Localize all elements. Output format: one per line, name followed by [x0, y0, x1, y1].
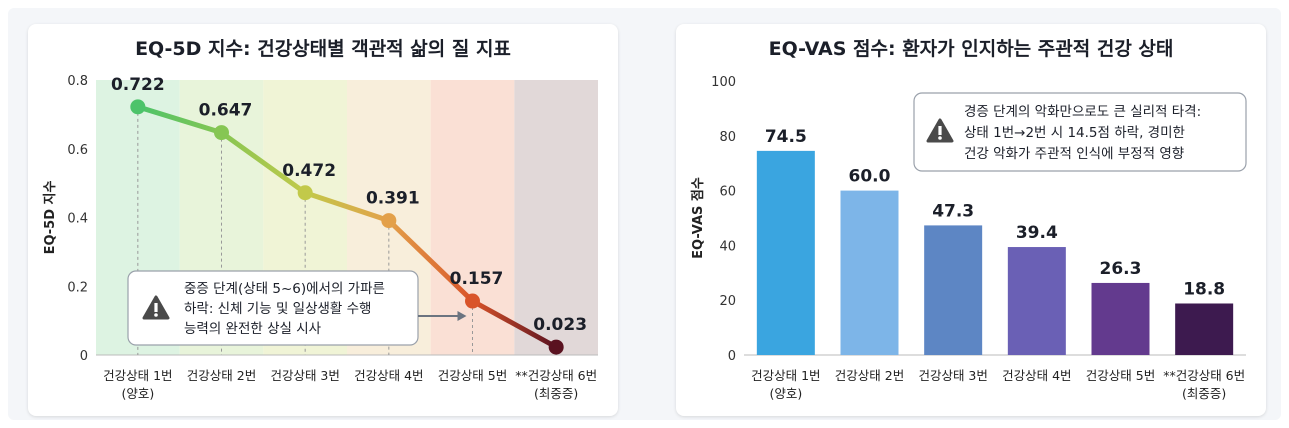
eq5d-data-point [297, 185, 313, 201]
eqvas-annotation-text: 경증 단계의 악화만으로도 큰 실리적 타격: [964, 104, 1201, 120]
eqvas-annotation-callout: 경증 단계의 악화만으로도 큰 실리적 타격: 상태 1번→2번 시 14.5점 … [913, 92, 1247, 172]
warning-icon [926, 118, 954, 143]
eqvas-chart-panel: EQ-VAS 점수: 환자가 인지하는 주관적 건강 상태 0 20 40 60 80 1… [676, 24, 1266, 416]
eqvas-xtick-label: 건강상태 2번 [835, 368, 904, 383]
eqvas-bar [1007, 247, 1066, 355]
eqvas-xtick-label: (최중증) [1182, 386, 1226, 401]
eq5d-annotation-text: 능력의 완전한 상실 시사 [184, 321, 322, 337]
eq5d-annotation-text: 하락: 신체 기능 및 일상생활 수행 [184, 301, 371, 317]
figure-canvas: EQ-5D 지수: 건강상태별 객관적 삶의 질 지표 0 0.2 0.4 0.6 0.… [8, 8, 1281, 420]
eq5d-ytick-label: 0.4 [67, 212, 88, 227]
eqvas-y-axis-label: EQ-VAS 점수 [691, 177, 706, 259]
eqvas-data-label: 18.8 [1183, 279, 1225, 299]
eqvas-bar [840, 190, 899, 355]
eq5d-xtick-label: 건강상태 5번 [438, 368, 507, 383]
warning-icon-dot [154, 313, 158, 317]
eqvas-data-label: 39.4 [1016, 223, 1058, 243]
eqvas-annotation-text: 건강 악화가 주관적 인식에 부정적 영향 [964, 146, 1184, 162]
eqvas-ytick-label: 40 [719, 239, 736, 254]
eqvas-xtick-label: 건강상태 1번 [751, 368, 820, 383]
warning-icon-bar [938, 126, 942, 135]
eqvas-ytick-label: 80 [719, 130, 736, 145]
eq5d-ytick-label: 0.6 [67, 143, 88, 158]
eqvas-xtick-label: 건강상태 4번 [1002, 368, 1071, 383]
eq5d-ytick-label: 0.2 [67, 280, 88, 295]
eqvas-bar [1091, 282, 1150, 355]
eqvas-xtick-label: **건강상태 6번 [1163, 368, 1245, 383]
eq5d-data-label: 0.647 [199, 101, 253, 121]
eqvas-data-label: 60.0 [849, 167, 891, 187]
eq5d-xtick-label: 건강상태 2번 [187, 368, 256, 383]
eqvas-chart-title: EQ-VAS 점수: 환자가 인지하는 주관적 건강 상태 [768, 38, 1174, 60]
eqvas-xtick-label: 건강상태 3번 [918, 368, 987, 383]
eqvas-data-label: 26.3 [1100, 259, 1142, 279]
eq5d-xtick-label: **건강상태 6번 [515, 368, 597, 383]
eqvas-xtick-label: (양호) [769, 386, 802, 401]
eqvas-annotation-box [913, 92, 1247, 172]
eq5d-state-band [514, 80, 598, 355]
eqvas-ytick-label: 100 [711, 75, 736, 90]
eq5d-xtick-label: 건강상태 4번 [354, 368, 423, 383]
eq5d-series-line [135, 104, 559, 350]
eqvas-xtick-label: 건강상태 5번 [1086, 368, 1155, 383]
eq5d-data-label: 0.722 [111, 75, 165, 95]
eqvas-bar [924, 225, 983, 355]
eq5d-data-point [548, 339, 564, 355]
warning-icon-dot [938, 136, 942, 140]
eq5d-data-point [381, 213, 397, 229]
eq5d-xtick-label: (최중증) [534, 386, 578, 401]
eq5d-data-point [214, 125, 229, 141]
eqvas-bar-chart: 0 20 40 60 80 100 74.5 60.0 47.3 39.4 26.3 18.8 EQ-V… [691, 75, 1247, 401]
eq5d-xtick-label: 건강상태 3번 [270, 368, 339, 383]
eq5d-chart-title: EQ-5D 지수: 건강상태별 객관적 삶의 질 지표 [135, 38, 511, 60]
eq5d-data-label: 0.157 [450, 269, 504, 289]
warning-icon-bar [154, 303, 158, 312]
eq5d-xtick-label: (양호) [121, 386, 154, 401]
eq5d-annotation-text: 중증 단계(상태 5~6)에서의 가파른 [184, 281, 385, 297]
eq5d-chart-panel: EQ-5D 지수: 건강상태별 객관적 삶의 질 지표 0 0.2 0.4 0.6 0.… [28, 24, 618, 416]
eqvas-data-label: 74.5 [765, 127, 807, 147]
eq5d-line-chart: 0 0.2 0.4 0.6 0.8 0.722 0.647 0.472 0.391 0.157 0.… [43, 74, 598, 401]
eq5d-y-axis-label: EQ-5D 지수 [43, 181, 58, 255]
eq5d-xtick-label: 건강상태 1번 [103, 368, 172, 383]
eq5d-data-point [130, 99, 146, 115]
eq5d-data-label: 0.472 [282, 161, 336, 181]
eqvas-bar [756, 150, 815, 355]
eq5d-data-label: 0.023 [533, 315, 587, 335]
eq5d-data-point [465, 293, 480, 309]
eq5d-ytick-label: 0.8 [67, 74, 88, 89]
eqvas-annotation-text: 상태 1번→2번 시 14.5점 하락, 경미한 [964, 125, 1185, 141]
eqvas-ytick-label: 0 [728, 349, 736, 364]
eq5d-annotation-arrowhead [457, 311, 467, 321]
eqvas-ytick-label: 20 [719, 294, 736, 309]
warning-icon [142, 295, 170, 320]
eq5d-data-label: 0.391 [366, 189, 420, 209]
eqvas-data-label: 47.3 [932, 201, 974, 221]
eq5d-ytick-label: 0 [80, 349, 88, 364]
eqvas-ytick-label: 60 [719, 185, 736, 200]
eq5d-annotation-box [127, 270, 419, 346]
eqvas-bar [1175, 303, 1234, 355]
